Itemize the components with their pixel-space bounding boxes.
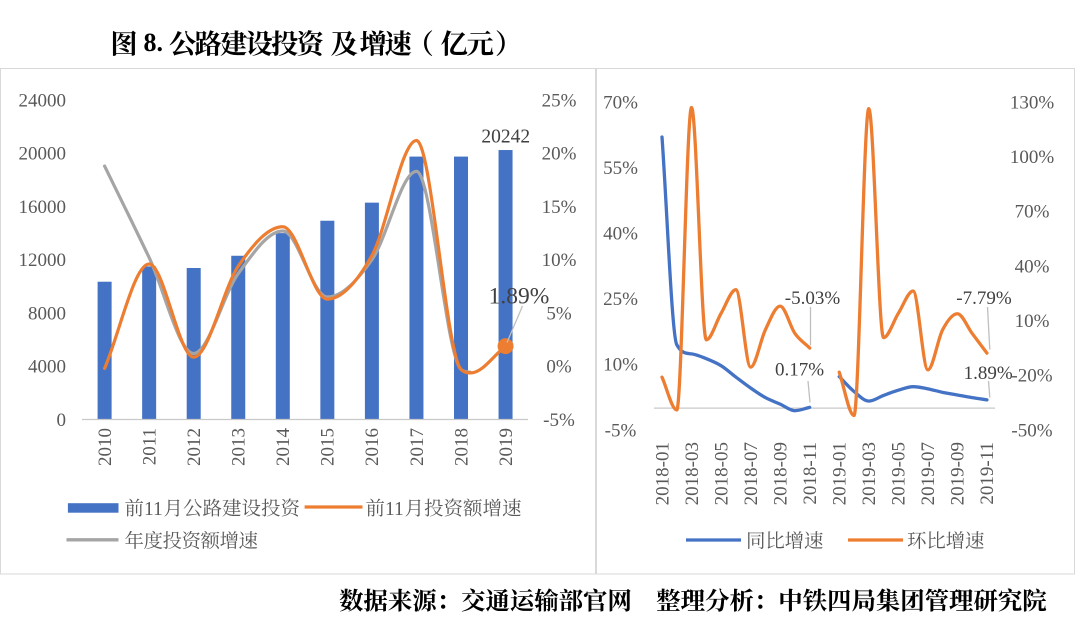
svg-text:2019-01: 2019-01 bbox=[830, 442, 851, 505]
svg-text:-5.03%: -5.03% bbox=[785, 288, 841, 309]
svg-text:-7.79%: -7.79% bbox=[956, 288, 1012, 309]
svg-text:10%: 10% bbox=[542, 250, 577, 271]
svg-text:5%: 5% bbox=[546, 303, 572, 324]
svg-text:11: 11 bbox=[144, 499, 163, 520]
svg-text:2013: 2013 bbox=[229, 428, 250, 466]
svg-text:4000: 4000 bbox=[28, 357, 66, 378]
svg-text:55%: 55% bbox=[603, 158, 638, 179]
svg-text:2017: 2017 bbox=[407, 428, 428, 466]
svg-text:40%: 40% bbox=[603, 224, 638, 245]
svg-text:2012: 2012 bbox=[184, 428, 205, 466]
svg-text:20242: 20242 bbox=[481, 127, 530, 148]
svg-text:20000: 20000 bbox=[19, 144, 67, 165]
svg-text:2019-03: 2019-03 bbox=[859, 442, 880, 505]
svg-text:-50%: -50% bbox=[1011, 420, 1052, 441]
svg-text:2018-05: 2018-05 bbox=[711, 442, 732, 505]
svg-text:25%: 25% bbox=[542, 90, 577, 111]
svg-text:0%: 0% bbox=[546, 357, 572, 378]
svg-text:-20%: -20% bbox=[1011, 366, 1052, 387]
svg-text:24000: 24000 bbox=[19, 90, 67, 111]
svg-text:10%: 10% bbox=[1015, 311, 1050, 332]
svg-text:25%: 25% bbox=[603, 289, 638, 310]
svg-text:40%: 40% bbox=[1015, 256, 1050, 277]
svg-text:11: 11 bbox=[385, 499, 404, 520]
svg-text:12000: 12000 bbox=[19, 250, 67, 271]
svg-text:1.89%: 1.89% bbox=[964, 363, 1013, 384]
svg-text:1.89%: 1.89% bbox=[489, 284, 550, 310]
svg-text:16000: 16000 bbox=[19, 197, 67, 218]
svg-text:2018-03: 2018-03 bbox=[682, 442, 703, 505]
svg-text:2018: 2018 bbox=[451, 428, 472, 466]
svg-text:2019-11: 2019-11 bbox=[977, 442, 998, 505]
svg-text:130%: 130% bbox=[1010, 92, 1055, 113]
svg-text:100%: 100% bbox=[1010, 147, 1055, 168]
svg-text:2019-05: 2019-05 bbox=[889, 442, 910, 505]
svg-text:2019-07: 2019-07 bbox=[918, 442, 939, 505]
svg-text:2018-07: 2018-07 bbox=[741, 442, 762, 505]
svg-text:8000: 8000 bbox=[28, 303, 66, 324]
svg-text:2015: 2015 bbox=[318, 428, 339, 466]
svg-text:-5%: -5% bbox=[605, 420, 637, 441]
svg-text:0: 0 bbox=[57, 410, 67, 431]
svg-text:0.17%: 0.17% bbox=[775, 360, 824, 381]
svg-text:8.: 8. bbox=[144, 28, 164, 57]
svg-text:2018-11: 2018-11 bbox=[800, 442, 821, 505]
svg-text:2019-09: 2019-09 bbox=[948, 442, 969, 505]
svg-text:70%: 70% bbox=[603, 92, 638, 113]
svg-text:10%: 10% bbox=[603, 355, 638, 376]
svg-text:2014: 2014 bbox=[273, 428, 294, 467]
svg-text:2016: 2016 bbox=[362, 428, 383, 466]
svg-text:2011: 2011 bbox=[139, 428, 160, 465]
svg-text:2018-09: 2018-09 bbox=[770, 442, 791, 505]
svg-text:20%: 20% bbox=[542, 144, 577, 165]
svg-text:2010: 2010 bbox=[95, 428, 116, 466]
svg-text:2019: 2019 bbox=[496, 428, 517, 466]
svg-text:70%: 70% bbox=[1015, 202, 1050, 223]
svg-text:-5%: -5% bbox=[543, 410, 575, 431]
svg-text:2018-01: 2018-01 bbox=[652, 442, 673, 505]
svg-text:15%: 15% bbox=[542, 197, 577, 218]
